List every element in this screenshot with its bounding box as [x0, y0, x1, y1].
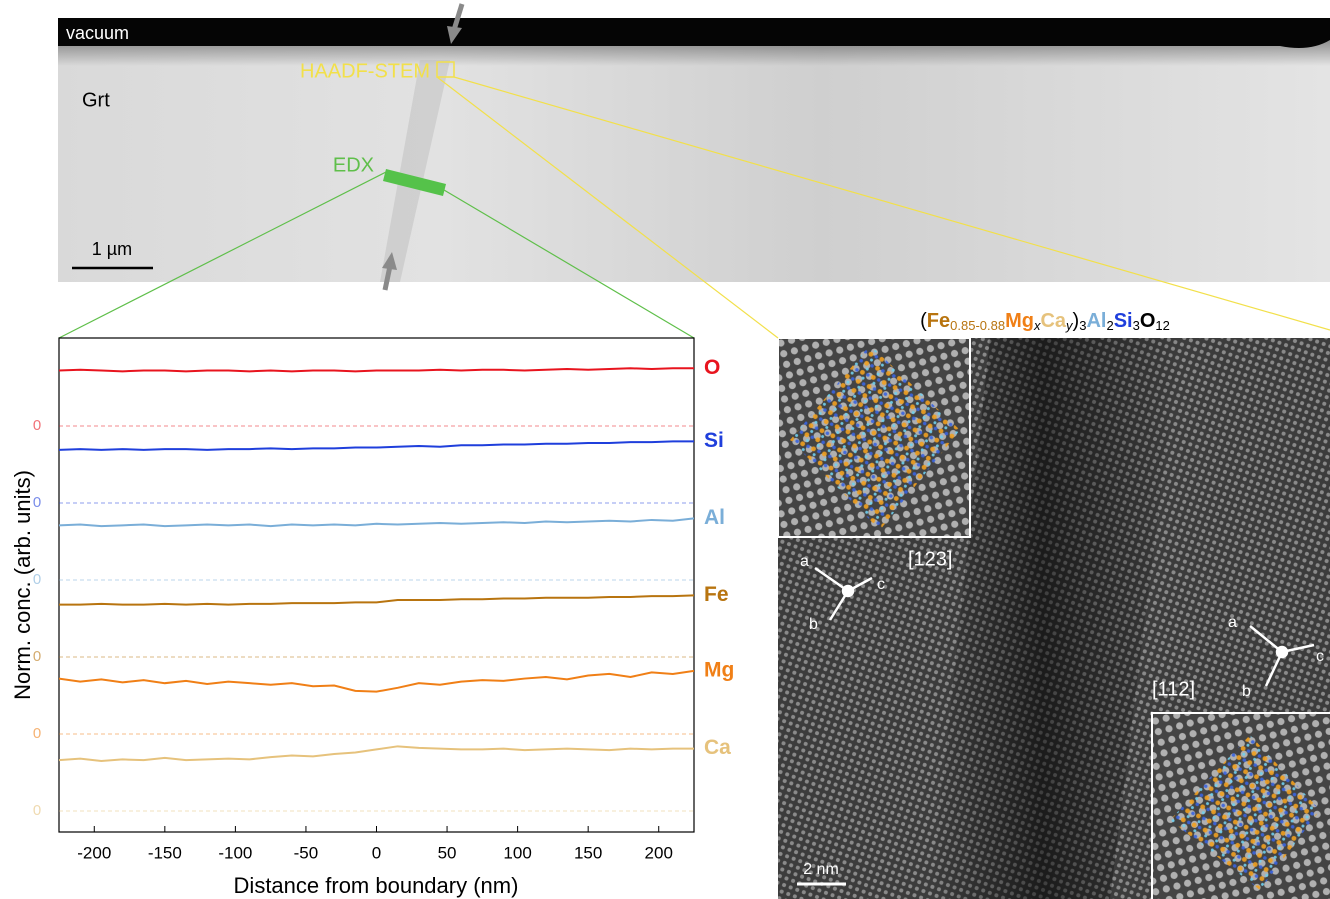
x-tick-label: 0 — [372, 843, 381, 862]
axis-letter: b — [1242, 683, 1251, 700]
axis-letter: a — [1228, 614, 1237, 631]
formula: (Fe0.85-0.88MgxCay)3Al2Si3O12 — [920, 310, 1170, 333]
axis-letter: c — [1316, 648, 1324, 665]
formula-part: O — [1140, 310, 1156, 332]
x-tick-label: -50 — [294, 843, 319, 862]
formula-part: 3 — [1133, 318, 1140, 333]
formula-part: 2 — [1106, 318, 1113, 333]
legend-label: Si — [704, 429, 724, 452]
y-tick-label: 0 — [33, 648, 41, 665]
zone-label: [112] — [1152, 678, 1195, 700]
formula-part: 3 — [1079, 318, 1086, 333]
x-tick-label: 200 — [645, 843, 673, 862]
phase-label: Grt — [82, 89, 110, 111]
x-tick-label: -150 — [148, 843, 182, 862]
x-tick-label: 100 — [503, 843, 531, 862]
plot-frame — [59, 338, 694, 832]
axis-letter: b — [809, 616, 818, 633]
y-axis-label: Norm. conc. (arb. units) — [10, 470, 35, 700]
formula-part: ) — [1073, 310, 1080, 332]
figure: vacuum Grt HAADF-STEM EDX 1 µm (Fe0.85-0… — [0, 0, 1330, 899]
formula-part: Si — [1114, 310, 1133, 332]
scale-label: 1 µm — [92, 239, 132, 259]
legend-label: O — [704, 356, 720, 379]
y-tick-label: 0 — [33, 571, 41, 588]
x-axis-label: Distance from boundary (nm) — [234, 873, 519, 898]
vacuum-label: vacuum — [66, 23, 129, 43]
x-tick-label: 150 — [574, 843, 602, 862]
zone-label: [123] — [908, 548, 952, 570]
axis-letter: c — [877, 576, 885, 593]
formula-part: Ca — [1040, 310, 1066, 332]
scale-label: 2 nm — [803, 861, 839, 878]
legend-label: Al — [704, 506, 725, 529]
legend-label: Mg — [704, 658, 734, 681]
y-tick-label: 0 — [33, 725, 41, 742]
formula-part: Fe — [927, 310, 950, 332]
x-tick-label: -200 — [77, 843, 111, 862]
y-tick-label: 0 — [33, 417, 41, 434]
edx-label: EDX — [333, 154, 374, 176]
legend-label: Ca — [704, 736, 731, 759]
formula-part: Mg — [1005, 310, 1034, 332]
axis-letter: a — [800, 553, 809, 570]
formula-part: 0.85-0.88 — [950, 318, 1005, 333]
formula-part: Al — [1086, 310, 1106, 332]
x-tick-label: 50 — [438, 843, 457, 862]
hrtem-image — [778, 338, 1330, 899]
sem-image — [58, 18, 1330, 282]
formula-part: 12 — [1155, 318, 1169, 333]
x-tick-label: -100 — [218, 843, 252, 862]
y-tick-label: 0 — [33, 802, 41, 819]
y-tick-label: 0 — [33, 494, 41, 511]
haadf-label: HAADF-STEM — [300, 60, 430, 82]
legend-label: Fe — [704, 583, 729, 606]
